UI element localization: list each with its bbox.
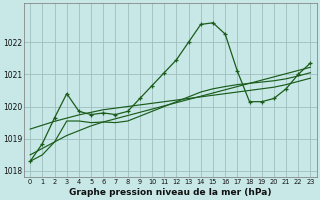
X-axis label: Graphe pression niveau de la mer (hPa): Graphe pression niveau de la mer (hPa): [69, 188, 272, 197]
